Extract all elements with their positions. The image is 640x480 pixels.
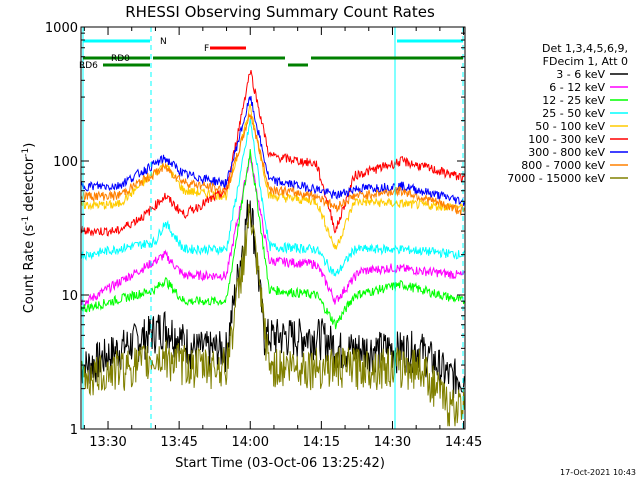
legend-label-4: 50 - 100 keV [535, 120, 605, 133]
series-line-8 [81, 203, 465, 427]
series-line-1 [81, 155, 465, 307]
timestamp: 17-Oct-2021 10:43 [560, 468, 636, 477]
series-line-5 [81, 70, 465, 237]
x-tick-label: 14:15 [303, 435, 340, 450]
chart-title: RHESSI Observing Summary Count Rates [125, 3, 435, 21]
y-tick-label: 10 [61, 289, 78, 304]
y-tick-label: 1000 [45, 21, 78, 36]
series-line-3 [81, 118, 465, 277]
data-layer [81, 70, 465, 427]
series-line-6 [81, 95, 465, 206]
series-line-4 [81, 103, 465, 250]
series-line-2 [81, 149, 465, 330]
legend-label-2: 12 - 25 keV [542, 94, 605, 107]
y-tick-label: 100 [53, 155, 78, 170]
legend-label-5: 100 - 300 keV [528, 133, 605, 146]
x-axis-label: Start Time (03-Oct-06 13:25:42) [175, 456, 385, 471]
x-tick-label: 13:45 [160, 435, 197, 450]
x-tick-label: 14:45 [445, 435, 482, 450]
flag-label-f: F [204, 44, 209, 54]
plot-frame [80, 26, 466, 430]
legend-header-2: FDecim 1, Att 0 [543, 55, 628, 68]
legend-label-6: 300 - 800 keV [528, 146, 605, 159]
x-tick-label: 13:30 [89, 435, 126, 450]
x-tick-label: 14:30 [374, 435, 411, 450]
flag-label-n: N [160, 37, 167, 47]
legend-label-8: 7000 - 15000 keV [507, 172, 605, 185]
legend-label-1: 6 - 12 keV [549, 81, 605, 94]
legend-label-3: 25 - 50 keV [542, 107, 605, 120]
legend-header-1: Det 1,3,4,5,6,9, [542, 42, 628, 55]
axis-layer: 13:30 13:45 14:00 14:15 14:30 14:45 1 10 100 1000 [45, 21, 482, 450]
flag-label-rd0: RD0 [111, 54, 130, 64]
y-axis-label: Count Rate (s-1 detector-1) [21, 143, 37, 314]
series-line-7 [81, 113, 465, 216]
legend-label-7: 800 - 7000 keV [521, 159, 605, 172]
series-line-0 [81, 199, 465, 399]
flag-label-rd6: RD6 [79, 61, 98, 71]
overlay-layer: N F RD0 RD6 [79, 27, 464, 429]
y-tick-label: 1 [70, 423, 78, 438]
legend-label-0: 3 - 6 keV [556, 68, 605, 81]
legend: Det 1,3,4,5,6,9, FDecim 1, Att 0 3 - 6 k… [507, 42, 628, 185]
x-tick-label: 14:00 [232, 435, 269, 450]
